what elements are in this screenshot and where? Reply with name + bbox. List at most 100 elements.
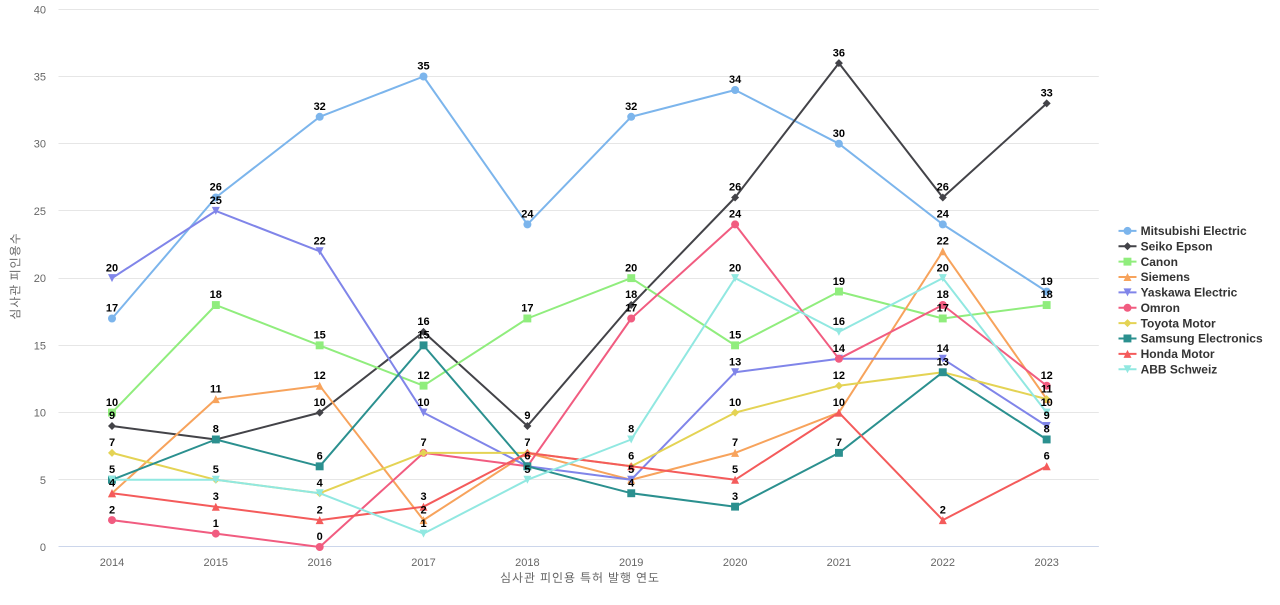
svg-text:0: 0 (40, 542, 46, 554)
svg-text:2021: 2021 (827, 557, 851, 569)
svg-text:Mitsubishi Electric: Mitsubishi Electric (1141, 224, 1247, 238)
svg-text:14: 14 (937, 343, 950, 355)
svg-text:2014: 2014 (100, 557, 124, 569)
svg-text:20: 20 (106, 262, 118, 274)
svg-text:0: 0 (317, 531, 323, 543)
svg-text:2016: 2016 (307, 557, 331, 569)
svg-text:25: 25 (210, 195, 222, 207)
svg-text:5: 5 (524, 464, 530, 476)
svg-text:17: 17 (521, 303, 533, 315)
svg-text:20: 20 (729, 262, 741, 274)
svg-text:3: 3 (420, 491, 426, 503)
svg-text:7: 7 (836, 437, 842, 449)
svg-text:4: 4 (109, 477, 116, 489)
svg-text:32: 32 (625, 101, 637, 113)
svg-text:12: 12 (833, 370, 845, 382)
svg-text:8: 8 (213, 424, 219, 436)
svg-text:2017: 2017 (411, 557, 435, 569)
svg-text:15: 15 (417, 330, 429, 342)
svg-text:Yaskawa Electric: Yaskawa Electric (1141, 286, 1238, 300)
svg-text:10: 10 (106, 397, 118, 409)
svg-text:7: 7 (420, 437, 426, 449)
svg-text:18: 18 (1041, 289, 1053, 301)
svg-text:5: 5 (109, 464, 115, 476)
svg-text:5: 5 (213, 464, 219, 476)
svg-text:9: 9 (109, 410, 115, 422)
svg-text:9: 9 (1044, 410, 1050, 422)
svg-text:20: 20 (34, 273, 46, 285)
svg-text:6: 6 (524, 451, 530, 463)
svg-text:13: 13 (729, 356, 741, 368)
svg-text:2023: 2023 (1034, 557, 1058, 569)
svg-text:35: 35 (34, 72, 46, 84)
svg-text:11: 11 (210, 383, 222, 395)
svg-text:17: 17 (937, 303, 949, 315)
svg-text:15: 15 (729, 330, 741, 342)
svg-text:4: 4 (317, 477, 324, 489)
svg-text:26: 26 (937, 182, 949, 194)
svg-text:24: 24 (521, 209, 534, 221)
svg-text:33: 33 (1041, 88, 1053, 100)
svg-text:5: 5 (628, 464, 634, 476)
svg-text:30: 30 (833, 128, 845, 140)
svg-text:18: 18 (210, 289, 222, 301)
svg-text:12: 12 (417, 370, 429, 382)
svg-text:5: 5 (732, 464, 738, 476)
svg-text:7: 7 (732, 437, 738, 449)
svg-text:13: 13 (937, 356, 949, 368)
svg-text:Samsung Electronics: Samsung Electronics (1141, 332, 1263, 346)
svg-text:32: 32 (314, 101, 326, 113)
svg-text:17: 17 (625, 303, 637, 315)
svg-text:4: 4 (628, 477, 635, 489)
svg-text:26: 26 (210, 182, 222, 194)
svg-text:6: 6 (1044, 451, 1050, 463)
svg-text:19: 19 (1041, 276, 1053, 288)
svg-text:8: 8 (1044, 424, 1050, 436)
svg-text:Siemens: Siemens (1141, 270, 1191, 284)
svg-text:17: 17 (106, 303, 118, 315)
svg-text:5: 5 (40, 475, 46, 487)
svg-text:6: 6 (628, 451, 634, 463)
svg-text:Omron: Omron (1141, 301, 1180, 315)
svg-text:11: 11 (1041, 383, 1053, 395)
svg-text:Honda Motor: Honda Motor (1141, 347, 1215, 361)
svg-text:15: 15 (314, 330, 326, 342)
svg-text:36: 36 (833, 47, 845, 59)
svg-text:2015: 2015 (204, 557, 228, 569)
svg-text:1: 1 (213, 518, 219, 530)
svg-text:10: 10 (417, 397, 429, 409)
svg-text:35: 35 (417, 61, 429, 73)
svg-text:Toyota Motor: Toyota Motor (1141, 316, 1216, 330)
svg-text:7: 7 (109, 437, 115, 449)
svg-text:12: 12 (314, 370, 326, 382)
svg-text:15: 15 (34, 340, 46, 352)
svg-text:10: 10 (833, 397, 845, 409)
svg-text:16: 16 (833, 316, 845, 328)
svg-text:24: 24 (729, 209, 742, 221)
svg-text:18: 18 (625, 289, 637, 301)
svg-text:2: 2 (317, 504, 323, 516)
svg-text:3: 3 (732, 491, 738, 503)
svg-text:2022: 2022 (931, 557, 955, 569)
svg-text:2: 2 (109, 504, 115, 516)
svg-text:9: 9 (524, 410, 530, 422)
svg-text:25: 25 (34, 206, 46, 218)
svg-text:30: 30 (34, 139, 46, 151)
svg-text:22: 22 (937, 236, 949, 248)
svg-text:10: 10 (1041, 397, 1053, 409)
svg-text:2019: 2019 (619, 557, 643, 569)
svg-text:2020: 2020 (723, 557, 747, 569)
svg-text:18: 18 (937, 289, 949, 301)
svg-text:2: 2 (940, 504, 946, 516)
svg-text:22: 22 (314, 236, 326, 248)
svg-text:Canon: Canon (1141, 255, 1178, 269)
svg-text:ABB Schweiz: ABB Schweiz (1141, 362, 1218, 376)
svg-text:20: 20 (937, 262, 949, 274)
svg-text:10: 10 (314, 397, 326, 409)
svg-text:2: 2 (420, 504, 426, 516)
svg-text:Seiko Epson: Seiko Epson (1141, 240, 1213, 254)
svg-text:2018: 2018 (515, 557, 539, 569)
svg-text:7: 7 (524, 437, 530, 449)
svg-text:26: 26 (729, 182, 741, 194)
svg-text:40: 40 (34, 4, 46, 16)
